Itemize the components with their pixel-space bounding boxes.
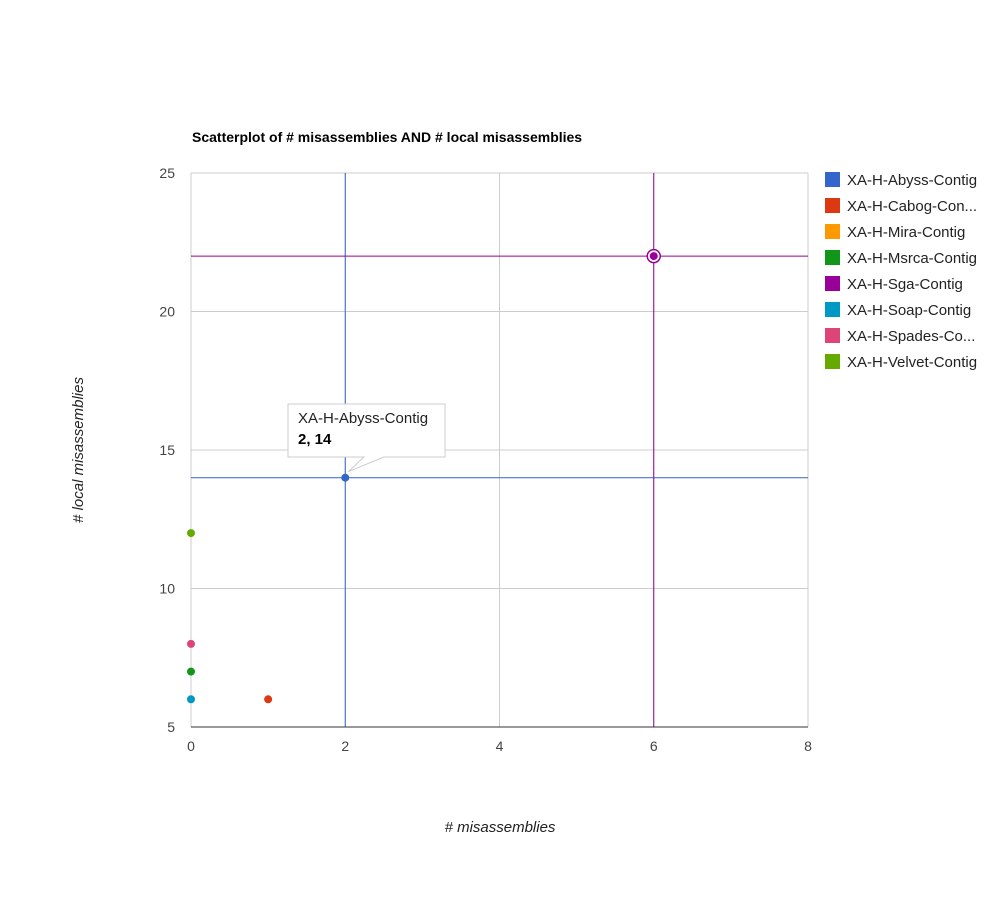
data-point[interactable] [187,667,195,676]
legend-swatch [825,354,840,369]
chart-title: Scatterplot of # misassemblies AND # loc… [192,129,582,145]
x-tick-label: 0 [187,738,195,754]
legend-item[interactable]: XA-H-Spades-Co... [825,328,975,345]
x-axis-title: # misassemblies [445,819,556,836]
legend-item[interactable]: XA-H-Sga-Contig [825,276,963,293]
legend-swatch [825,198,840,213]
x-tick-label: 6 [650,738,658,754]
legend-swatch [825,328,840,343]
data-point[interactable] [187,695,195,704]
y-tick-label: 5 [167,719,175,735]
legend-item[interactable]: XA-H-Msrca-Contig [825,250,977,267]
legend-label: XA-H-Mira-Contig [847,224,965,241]
legend-swatch [825,276,840,291]
legend-swatch [825,302,840,317]
tooltip-value: 2, 14 [298,431,332,448]
data-point[interactable] [187,529,195,538]
legend: XA-H-Abyss-Contig XA-H-Cabog-Con... XA-H-M… [825,172,977,371]
data-points [187,248,661,704]
legend-swatch [825,250,840,265]
legend-label: XA-H-Spades-Co... [847,328,975,345]
legend-label: XA-H-Msrca-Contig [847,250,977,267]
y-tick-label: 20 [159,304,175,320]
legend-item[interactable]: XA-H-Cabog-Con... [825,198,977,215]
y-axis-title: # local misassemblies [70,377,87,523]
tooltip-series-label: XA-H-Abyss-Contig [298,410,428,427]
legend-label: XA-H-Cabog-Con... [847,198,977,215]
data-point[interactable] [187,639,195,648]
tooltip: XA-H-Abyss-Contig 2, 14 [287,403,446,473]
tooltip-box [287,403,446,473]
legend-item[interactable]: XA-H-Soap-Contig [825,302,971,319]
y-tick-label: 25 [159,165,175,181]
legend-swatch [825,224,840,239]
data-point[interactable] [649,252,658,261]
legend-item[interactable]: XA-H-Velvet-Contig [825,354,977,371]
legend-label: XA-H-Abyss-Contig [847,172,977,189]
data-point[interactable] [341,473,350,482]
axis-ticks: 0 2 4 6 8 5 10 15 20 25 [159,165,812,754]
y-tick-label: 15 [159,442,175,458]
legend-label: XA-H-Soap-Contig [847,302,971,319]
legend-label: XA-H-Sga-Contig [847,276,963,293]
legend-item[interactable]: XA-H-Mira-Contig [825,224,965,241]
x-tick-label: 2 [341,738,349,754]
x-tick-label: 4 [496,738,504,754]
legend-swatch [825,172,840,187]
legend-item[interactable]: XA-H-Abyss-Contig [825,172,977,189]
legend-label: XA-H-Velvet-Contig [847,354,977,371]
y-tick-label: 10 [159,581,175,597]
x-tick-label: 8 [804,738,812,754]
data-point[interactable] [264,695,273,704]
